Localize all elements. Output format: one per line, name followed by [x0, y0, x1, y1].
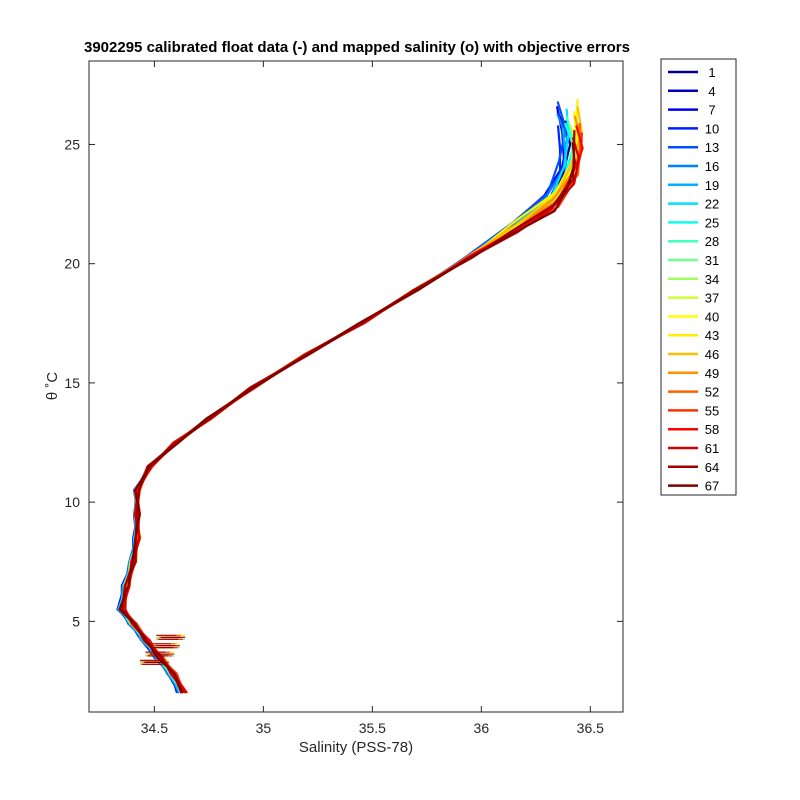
legend-label: 43	[705, 328, 719, 343]
y-axis-label: θ ˚C	[44, 372, 61, 401]
y-axis: 5 10 15 20 25	[64, 136, 623, 629]
series-line-1	[117, 120, 572, 694]
series-line-49	[124, 115, 583, 694]
series-line-40	[123, 110, 579, 694]
x-tick-label: 34.5	[141, 720, 168, 736]
series-line-34	[118, 118, 579, 694]
x-tick-label: 36	[474, 720, 490, 736]
legend-label: 46	[705, 347, 719, 362]
series-line-28	[123, 115, 575, 694]
x-tick-label: 35.5	[359, 720, 386, 736]
series-line-4	[120, 110, 569, 694]
series-line-7	[120, 106, 566, 694]
series-line-31	[120, 130, 574, 694]
legend-label: 19	[705, 178, 719, 193]
y-tick-label: 5	[72, 613, 80, 629]
x-axis: 34.5 35 35.5 36 36.5	[141, 61, 604, 736]
series-line-16	[121, 113, 569, 694]
legend-label: 34	[705, 272, 719, 287]
series-line-19	[120, 127, 568, 694]
series-line-64	[121, 130, 576, 694]
legend-label: 49	[705, 366, 719, 381]
y-tick-label: 25	[64, 136, 80, 152]
series-line-67	[118, 141, 576, 694]
legend-label: 10	[705, 121, 719, 136]
legend-label: 40	[705, 309, 719, 324]
plot-area	[116, 99, 584, 694]
series-line-61	[124, 136, 580, 694]
series-line-22	[117, 108, 570, 694]
legend: 1 4 7 10 13 16 19 22 25 28 31 34 37 40 43 46 49 52 55 58 61 6…	[660, 58, 737, 496]
legend-box	[660, 58, 737, 496]
legend-label: 61	[705, 441, 719, 456]
legend-label: 52	[705, 385, 719, 400]
legend-label: 64	[705, 460, 719, 475]
series-line-52	[123, 122, 581, 694]
legend-label: 4	[708, 84, 715, 99]
series-line-43	[119, 99, 579, 694]
x-axis-label: Salinity (PSS-78)	[299, 739, 413, 756]
legend-label: 31	[705, 253, 719, 268]
legend-label: 22	[705, 197, 719, 212]
series-line-58	[121, 125, 584, 694]
legend-label: 7	[708, 103, 715, 118]
x-tick-label: 36.5	[577, 720, 604, 736]
legend-label: 25	[705, 215, 719, 230]
x-tick-label: 35	[256, 720, 272, 736]
legend-label: 1	[708, 65, 715, 80]
series-line-55	[119, 132, 583, 694]
series-line-37	[122, 125, 581, 694]
series-line-13	[117, 101, 567, 694]
legend-label: 13	[705, 140, 719, 155]
series-line-25	[120, 122, 575, 694]
y-tick-label: 15	[64, 375, 80, 391]
series-line-10	[116, 125, 562, 694]
legend-label: 67	[705, 479, 719, 494]
y-tick-label: 10	[64, 494, 80, 510]
legend-label: 58	[705, 422, 719, 437]
chart-title: 3902295 calibrated float data (-) and ma…	[84, 39, 630, 56]
legend-label: 16	[705, 159, 719, 174]
legend-label: 55	[705, 403, 719, 418]
legend-label: 28	[705, 234, 719, 249]
legend-label: 37	[705, 291, 719, 306]
y-tick-label: 20	[64, 256, 80, 272]
series-line-46	[120, 106, 583, 694]
axes-box	[88, 60, 624, 713]
